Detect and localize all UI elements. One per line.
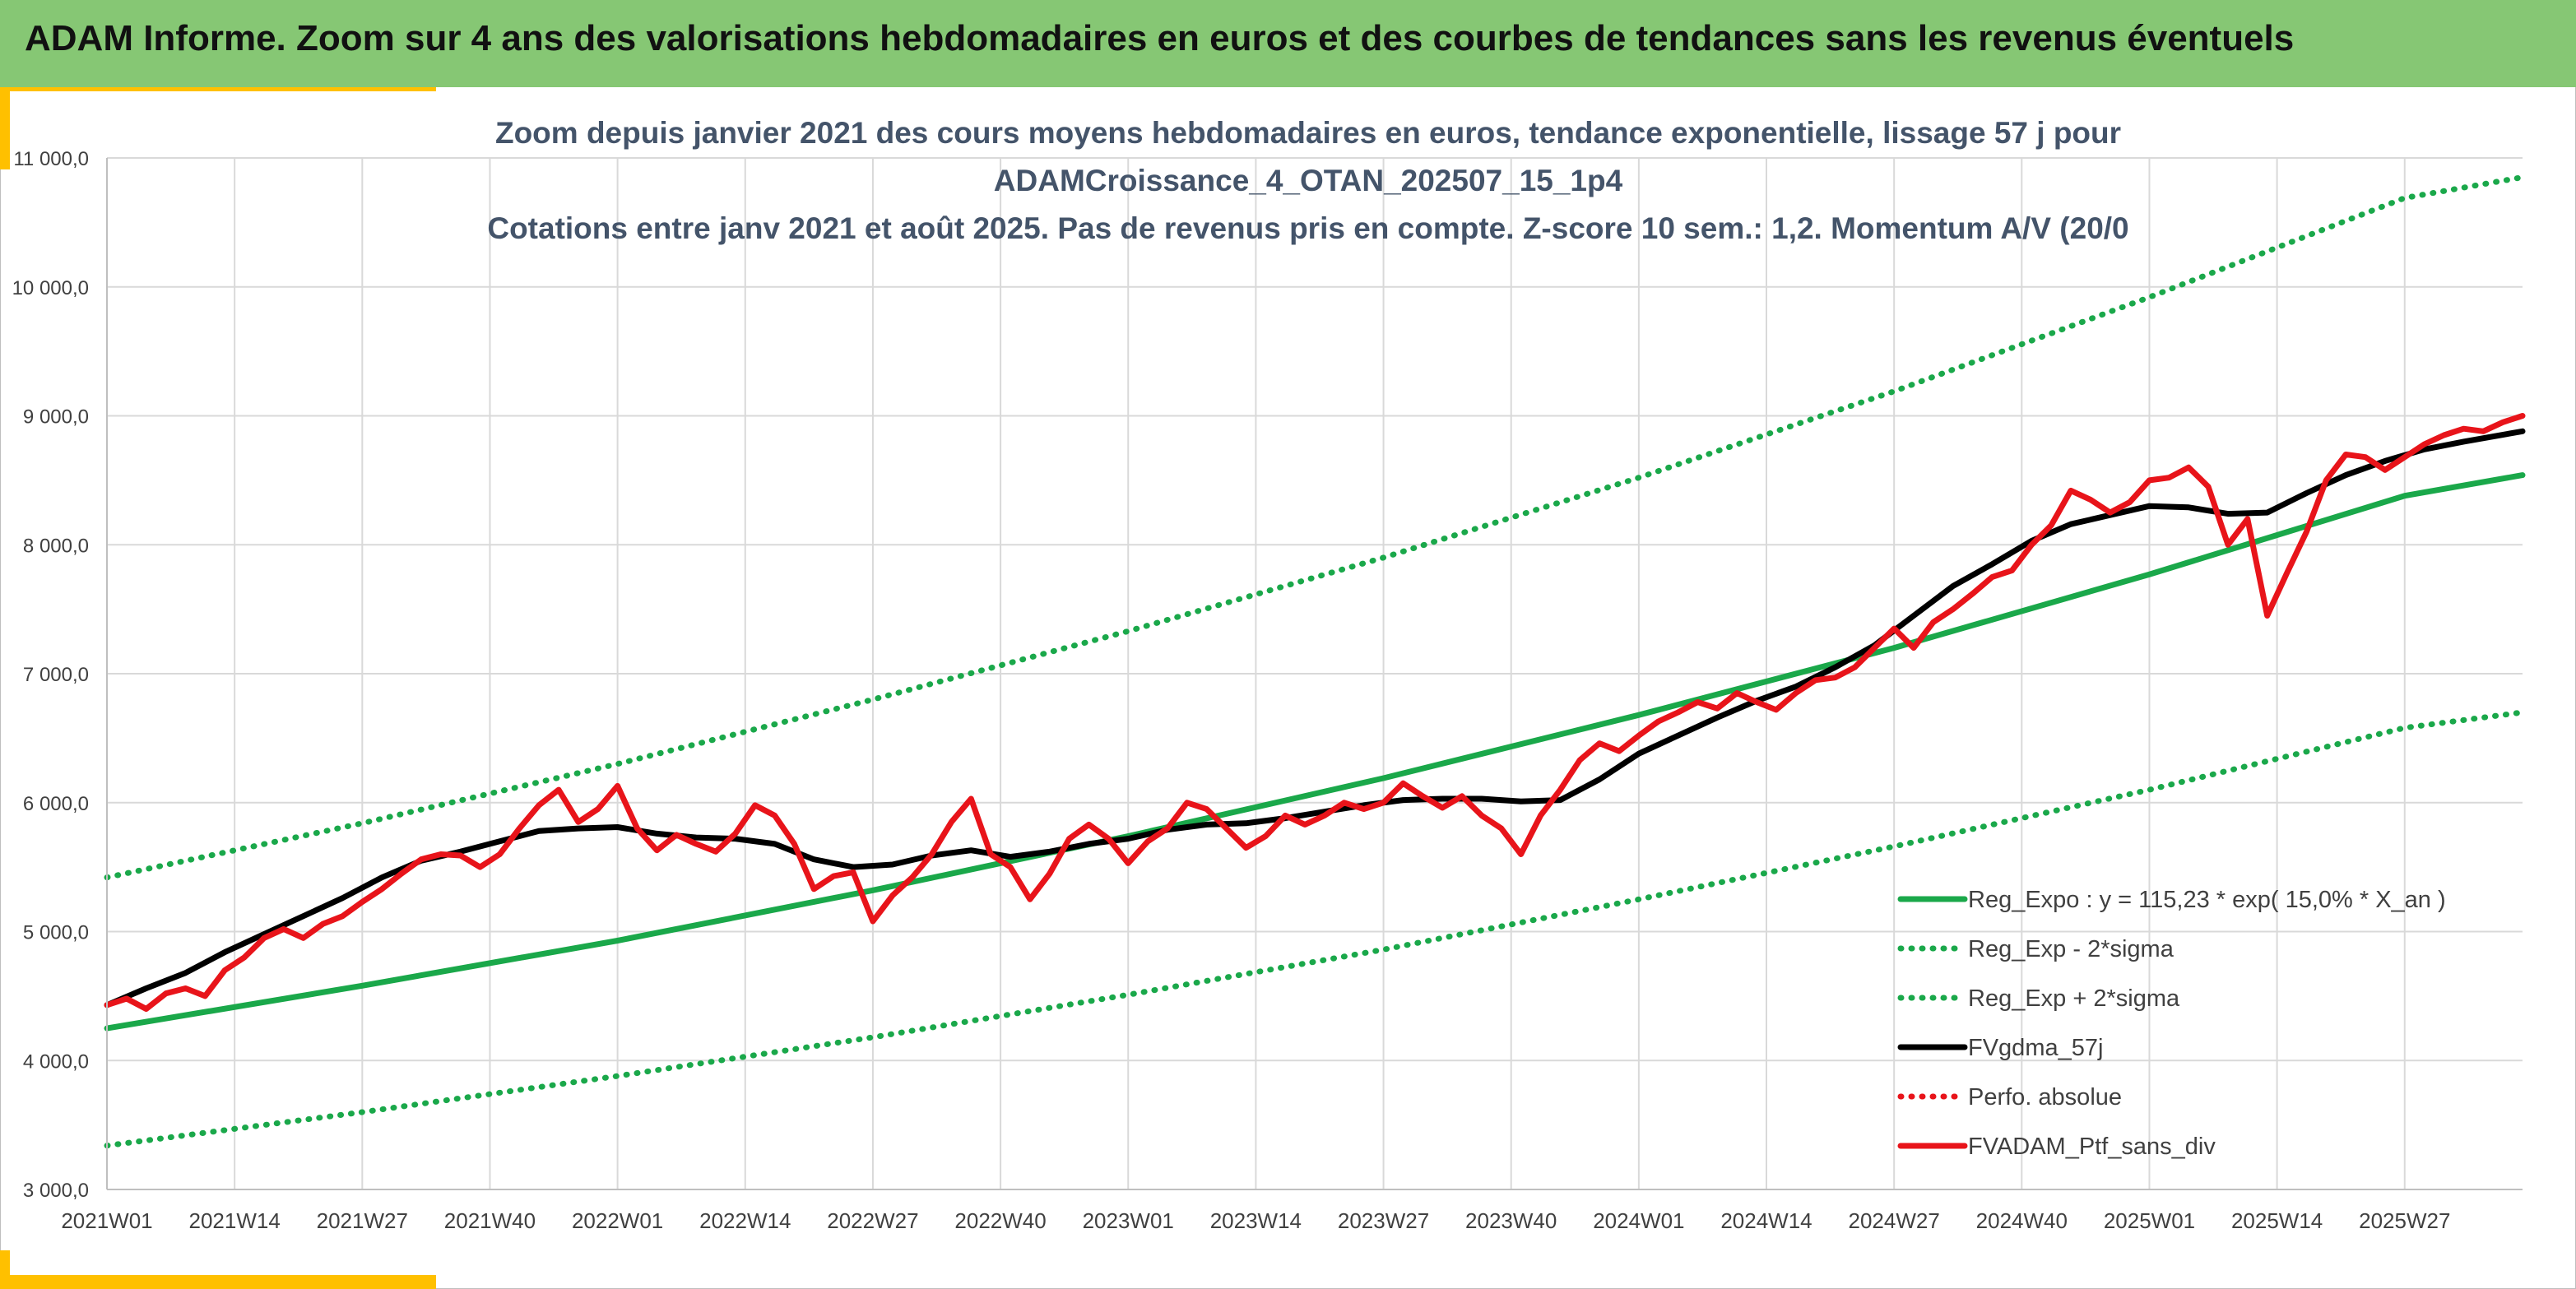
accent-bar-left [0, 87, 10, 169]
series-line-6 [104, 413, 2526, 1012]
series-line-4 [104, 428, 2526, 1008]
y-tick-label: 7 000,0 [23, 664, 89, 686]
y-tick-label: 8 000,0 [23, 535, 89, 557]
x-tick-label: 2025W14 [2231, 1208, 2323, 1233]
x-tick-label: 2021W40 [444, 1208, 536, 1233]
grid-layer [106, 157, 2523, 1190]
chart-title-line: Zoom depuis janvier 2021 des cours moyen… [495, 116, 2121, 150]
banner-title: ADAM Informe. Zoom sur 4 ans des valoris… [25, 18, 2295, 58]
accent-bar-bottom [0, 1275, 436, 1289]
x-tick-label: 2023W40 [1465, 1208, 1557, 1233]
chart-title-line: ADAMCroissance_4_OTAN_202507_15_1p4 [994, 164, 1623, 197]
x-tick-label: 2021W27 [317, 1208, 408, 1233]
y-tick-label: 3 000,0 [23, 1180, 89, 1202]
x-tick-label: 2025W01 [2104, 1208, 2195, 1233]
axis-layer: 3 000,0 4 000,0 5 000,0 6 000,0 7 000,0 8 000… [12, 148, 2523, 1233]
x-tick-label: 2024W27 [1849, 1208, 1940, 1233]
y-tick-label: 5 000,0 [23, 922, 89, 944]
series-line-1 [104, 472, 2526, 1032]
chart-title: Zoom depuis janvier 2021 des cours moyen… [487, 116, 2128, 245]
x-tick-label: 2024W40 [1976, 1208, 2068, 1233]
y-tick-label: 4 000,0 [23, 1050, 89, 1073]
x-tick-label: 2025W27 [2359, 1208, 2450, 1233]
legend: Reg_Expo : y = 115,23 * exp( 15,0% * X_a… [1897, 887, 2446, 1160]
x-tick-label: 2022W14 [699, 1208, 791, 1233]
chart-title-line: Cotations entre janv 2021 et août 2025. … [487, 211, 2128, 245]
x-tick-label: 2023W27 [1338, 1208, 1429, 1233]
y-tick-label: 6 000,0 [23, 793, 89, 815]
x-tick-label: 2022W40 [954, 1208, 1046, 1233]
x-tick-label: 2024W01 [1593, 1208, 1684, 1233]
legend-label: Perfo. absolue [1968, 1084, 2122, 1110]
x-tick-label: 2022W01 [572, 1208, 663, 1233]
x-tick-label: 2021W14 [188, 1208, 280, 1233]
y-tick-label: 11 000,0 [13, 148, 89, 170]
x-tick-label: 2024W14 [1720, 1208, 1812, 1233]
series-line-2 [104, 709, 2526, 1149]
y-tick-label: 10 000,0 [12, 277, 89, 299]
x-tick-label: 2023W01 [1083, 1208, 1174, 1233]
accent-bar-bottom-left [0, 1250, 10, 1289]
legend-label: FVgdma_57j [1968, 1035, 2103, 1061]
x-tick-label: 2023W14 [1210, 1208, 1302, 1233]
x-tick-label: 2022W27 [827, 1208, 918, 1233]
legend-label: FVADAM_Ptf_sans_div [1968, 1134, 2216, 1160]
banner: ADAM Informe. Zoom sur 4 ans des valoris… [0, 0, 2576, 87]
series-line-3 [104, 174, 2526, 881]
legend-label: Reg_Expo : y = 115,23 * exp( 15,0% * X_a… [1968, 887, 2446, 913]
x-tick-label: 2021W01 [61, 1208, 152, 1233]
series-layer [104, 174, 2526, 1149]
accent-bar-top [0, 87, 436, 91]
legend-label: Reg_Exp - 2*sigma [1968, 936, 2175, 962]
legend-label: Reg_Exp + 2*sigma [1968, 985, 2180, 1012]
y-tick-label: 9 000,0 [23, 406, 89, 429]
